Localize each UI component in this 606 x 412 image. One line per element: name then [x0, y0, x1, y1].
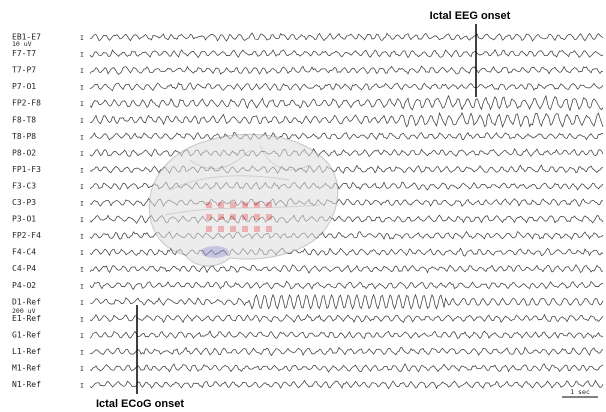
channel-label: FP2-F4 [12, 231, 41, 240]
channel-marker: I [80, 117, 84, 125]
channel-marker: I [80, 249, 84, 257]
eeg-trace [89, 293, 604, 310]
channel-marker: I [80, 34, 84, 42]
channel-marker: I [80, 365, 84, 373]
eeg-trace [89, 363, 604, 373]
eeg-trace [89, 147, 604, 158]
channel-marker: I [80, 216, 84, 224]
channel-marker: I [80, 150, 84, 158]
eeg-trace [89, 32, 604, 42]
eeg-trace [89, 111, 604, 129]
channel-label: C4-P4 [12, 264, 36, 273]
channel-label: FP2-F8 [12, 99, 41, 108]
eeg-trace [89, 247, 604, 257]
channel-label: F4-C4 [12, 248, 36, 257]
channel-marker: I [80, 183, 84, 191]
eeg-trace [89, 94, 604, 112]
eeg-trace [89, 65, 604, 75]
eeg-trace [89, 280, 604, 290]
eeg-scale-label: 10 uV [12, 40, 32, 48]
brain-illustration [148, 133, 339, 267]
channel-marker: I [80, 233, 84, 241]
channel-label: E1-Ref [12, 314, 41, 323]
channel-marker: I [80, 67, 84, 75]
channel-marker: I [80, 332, 84, 340]
channel-marker: I [80, 200, 84, 208]
channel-label: P3-O1 [12, 215, 36, 224]
channel-marker: I [80, 266, 84, 274]
eeg-trace [89, 131, 604, 141]
channel-label: T8-P8 [12, 132, 36, 141]
channel-marker: I [80, 299, 84, 307]
channel-marker: I [80, 51, 84, 59]
ecog-onset-label: Ictal ECoG onset [96, 398, 184, 410]
channel-label: T7-P7 [12, 66, 36, 75]
time-scale-label: 1 sec [570, 388, 590, 396]
channel-marker: I [80, 382, 84, 390]
channel-label: D1-Ref [12, 297, 41, 306]
channel-label: F3-C3 [12, 181, 36, 190]
eeg-trace [89, 379, 604, 390]
channel-marker: I [80, 348, 84, 356]
channel-label: G1-Ref [12, 330, 41, 339]
channel-marker: I [80, 84, 84, 92]
channel-label: FP1-F3 [12, 165, 41, 174]
channel-label: C3-P3 [12, 198, 36, 207]
channel-label: P8-O2 [12, 148, 36, 157]
channel-label: P7-O1 [12, 82, 36, 91]
channel-label: M1-Ref [12, 364, 41, 373]
channel-label: F7-T7 [12, 49, 36, 58]
channel-marker: I [80, 166, 84, 174]
eeg-trace [89, 49, 604, 59]
channel-label: N1-Ref [12, 380, 41, 389]
channel-label: EB1-E7 [12, 33, 41, 42]
eeg-onset-label: Ictal EEG onset [430, 10, 511, 22]
channel-marker: I [80, 133, 84, 141]
eeg-trace [89, 264, 604, 274]
eeg-trace [89, 346, 604, 357]
eeg-trace [89, 82, 604, 92]
ecog-scale-label: 200 uV [12, 307, 36, 315]
channel-marker: I [80, 315, 84, 323]
channel-marker: I [80, 100, 84, 108]
eeg-trace [89, 313, 604, 324]
channel-label: L1-Ref [12, 347, 41, 356]
eeg-trace [89, 330, 604, 340]
channel-marker: I [80, 282, 84, 290]
channel-label: F8-T8 [12, 115, 36, 124]
channel-label: P4-O2 [12, 281, 36, 290]
